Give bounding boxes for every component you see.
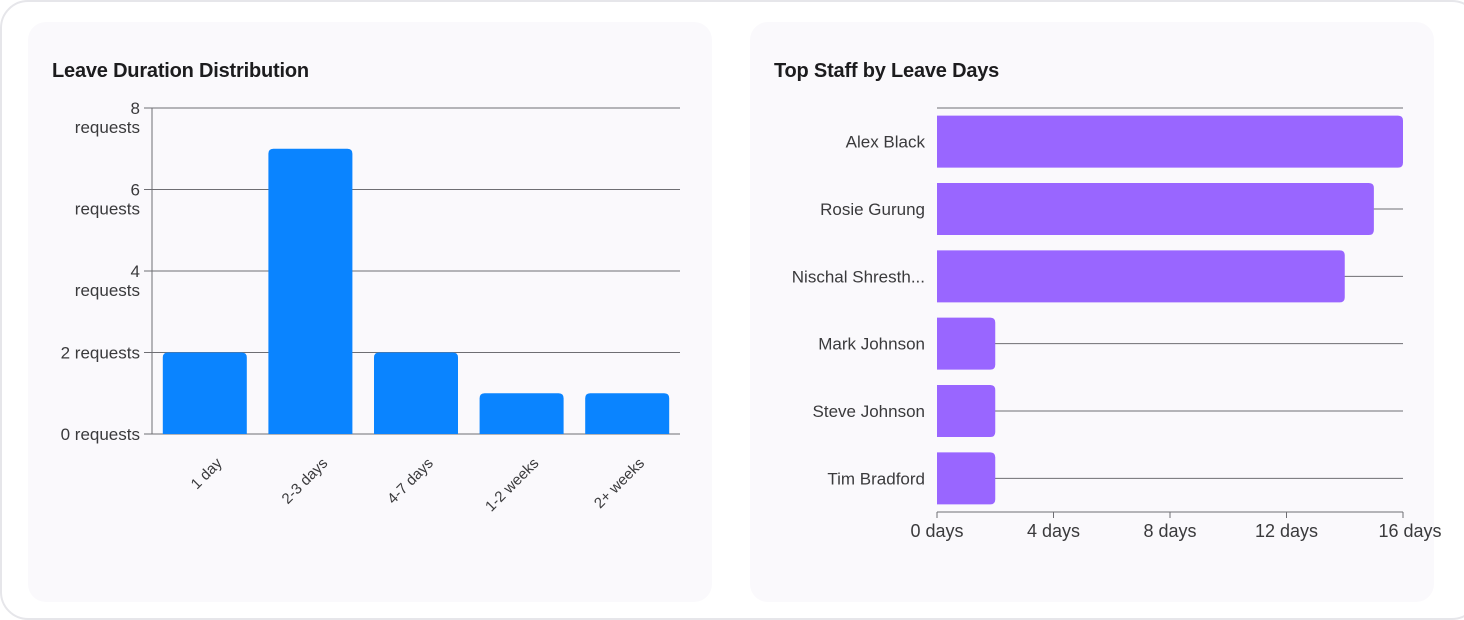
leave-duration-title: Leave Duration Distribution	[52, 60, 309, 82]
y-tick-label: Alex Black	[846, 133, 926, 152]
bar	[937, 317, 996, 370]
x-tick-label: 4 days	[1027, 521, 1080, 541]
x-tick-label: 16 days	[1378, 521, 1441, 541]
bar	[374, 352, 458, 434]
x-tick-label: 12 days	[1255, 521, 1318, 541]
bar	[585, 393, 670, 434]
y-tick-label: 0 requests	[61, 425, 140, 444]
y-tick-label: 4 requests	[75, 262, 140, 300]
x-tick-label: 0 days	[910, 521, 963, 541]
bar	[937, 183, 1374, 235]
bar	[268, 148, 353, 434]
leave-duration-chart: 0 requests 2 requests 4 requests 6 requests 8 r…	[61, 99, 680, 515]
y-tick-label: Mark Johnson	[818, 335, 925, 354]
y-tick-label: Rosie Gurung	[820, 200, 925, 219]
y-tick-label: Tim Bradford	[827, 469, 925, 488]
x-tick-label: 8 days	[1143, 521, 1196, 541]
top-staff-title: Top Staff by Leave Days	[774, 60, 1000, 82]
bar	[937, 452, 996, 505]
y-tick-label: 8 requests	[75, 99, 140, 137]
bar	[162, 352, 247, 434]
y-tick-label: Steve Johnson	[813, 402, 925, 421]
top-staff-chart: Alex Black Rosie Gurung Nischal Shresth...…	[792, 107, 1442, 541]
bar	[937, 250, 1345, 303]
bar	[479, 393, 564, 434]
y-tick-label: 6 requests	[75, 181, 140, 219]
bar	[937, 385, 996, 437]
bar	[937, 115, 1403, 168]
leave-duration-card: Leave Duration Distribution	[28, 22, 712, 602]
y-tick-label: Nischal Shresth...	[792, 267, 925, 286]
y-tick-label: 2 requests	[61, 344, 140, 363]
